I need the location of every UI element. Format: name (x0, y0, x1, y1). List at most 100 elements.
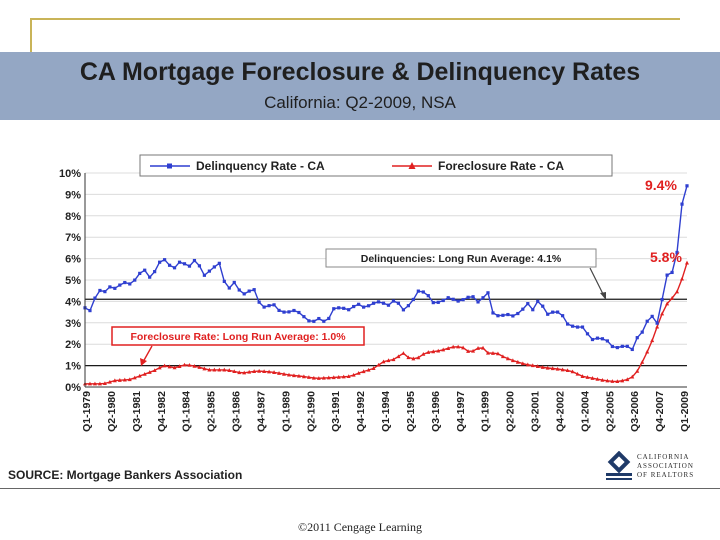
delinquency-point (431, 301, 435, 305)
foreclosure-end-label: 5.8% (650, 249, 682, 265)
x-tick-label: Q2-2000 (505, 391, 517, 432)
foreclosure-point (207, 367, 212, 372)
legend-delinquency-label: Delinquency Rate - CA (196, 159, 325, 173)
delinquency-point (665, 273, 669, 277)
delinquency-point (675, 250, 679, 255)
delinquency-point (456, 299, 460, 303)
foreclosure-point (371, 366, 376, 370)
foreclosure-point (600, 377, 605, 382)
foreclosure-point (112, 378, 117, 383)
foreclosure-point (426, 350, 431, 354)
delinquency-point (625, 344, 629, 348)
foreclosure-point (565, 368, 570, 373)
foreclosure-point (247, 369, 252, 374)
x-tick-label: Q3-2006 (629, 391, 641, 432)
delinquency-point (148, 275, 152, 279)
delinquency-point (655, 321, 659, 325)
x-tick-label: Q4-1982 (156, 391, 168, 432)
y-tick-label: 6% (65, 254, 81, 266)
foreclosure-point (107, 379, 112, 384)
foreclosure-point (391, 357, 396, 362)
foreclosure-point (97, 381, 102, 386)
delinquency-point (680, 202, 684, 206)
source-note: SOURCE: Mortgage Bankers Association (8, 468, 243, 482)
foreclosure-point (520, 361, 525, 366)
delinquency-point (172, 266, 177, 270)
delinquency-point (620, 344, 624, 348)
delinquency-point (526, 302, 530, 306)
foreclosure-point (272, 370, 277, 374)
foreclosure-point (127, 377, 132, 382)
foreclosure-point (336, 374, 341, 379)
delinquency-point (187, 264, 192, 268)
foreclosure-point (495, 351, 500, 356)
foreclosure-point (560, 367, 565, 372)
x-tick-label: Q1-1984 (181, 391, 193, 432)
delinquency-callout-arrow (589, 267, 605, 297)
foreclosure-point (257, 368, 262, 373)
delinquency-point (103, 290, 107, 294)
foreclosure-point (525, 362, 530, 367)
delinquency-point (605, 339, 609, 343)
foreclosure-point (197, 365, 202, 369)
delinquency-point (501, 313, 505, 317)
delinquency-point (237, 288, 241, 292)
delinquency-point (595, 336, 600, 340)
realtors-logo-icon (606, 451, 632, 480)
delinquency-point (565, 322, 570, 326)
delinquency-point (685, 184, 689, 188)
foreclosure-point (535, 364, 540, 368)
delinquency-point (163, 258, 167, 262)
delinquency-point (182, 262, 187, 266)
foreclosure-average-callout-box (111, 326, 365, 346)
foreclosure-point (685, 260, 689, 265)
delinquency-point (371, 301, 376, 305)
delinquency-point (327, 316, 331, 321)
x-tick-label: Q3-2001 (530, 391, 542, 432)
delinquency-point (177, 260, 182, 264)
x-tick-label: Q2-1995 (405, 391, 417, 432)
delinquency-point (212, 265, 216, 269)
legend-delinquency-marker (167, 163, 172, 169)
foreclosure-average-callout: Foreclosure Rate: Long Run Average: 1.0% (130, 331, 346, 343)
legend-foreclosure-marker (408, 162, 416, 169)
foreclosure-point (550, 366, 555, 371)
foreclosure-point (625, 377, 630, 382)
foreclosure-callout-arrow (142, 345, 153, 363)
delinquency-point (262, 305, 266, 309)
foreclosure-point (87, 381, 92, 386)
delinquency-point (541, 304, 545, 308)
foreclosure-point (660, 311, 665, 316)
foreclosure-point (655, 324, 660, 329)
delinquency-point (88, 308, 92, 313)
delinquency-point (247, 289, 251, 293)
foreclosure-point (192, 363, 197, 368)
x-tick-label: Q2-1990 (305, 391, 317, 432)
delinquency-point (242, 292, 246, 296)
delinquency-point (108, 285, 112, 289)
y-tick-label: 9% (65, 189, 81, 201)
foreclosure-point (147, 370, 152, 374)
delinquency-point (282, 310, 286, 314)
car-logo: CALIFORNIA ASSOCIATION OF REALTORS (606, 451, 714, 483)
delinquency-point (128, 282, 132, 286)
delinquency-point (391, 299, 396, 303)
foreclosure-point (670, 295, 675, 300)
foreclosure-point (451, 344, 456, 349)
foreclosure-point (296, 373, 301, 378)
foreclosure-point (291, 373, 296, 378)
delinquency-point (362, 305, 366, 309)
foreclosure-point (232, 369, 237, 374)
foreclosure-point (321, 375, 326, 380)
delinquency-point (197, 264, 202, 268)
delinquency-point (202, 273, 207, 277)
foreclosure-point (311, 375, 316, 380)
foreclosure-point (645, 349, 650, 354)
y-tick-label: 0% (65, 382, 81, 394)
decorative-top-rule (30, 18, 680, 20)
delinquency-point (406, 304, 410, 308)
foreclosure-point (635, 368, 640, 373)
x-tick-label: Q2-1980 (106, 391, 118, 432)
delinquency-point (297, 310, 301, 315)
delinquency-point (386, 303, 391, 307)
